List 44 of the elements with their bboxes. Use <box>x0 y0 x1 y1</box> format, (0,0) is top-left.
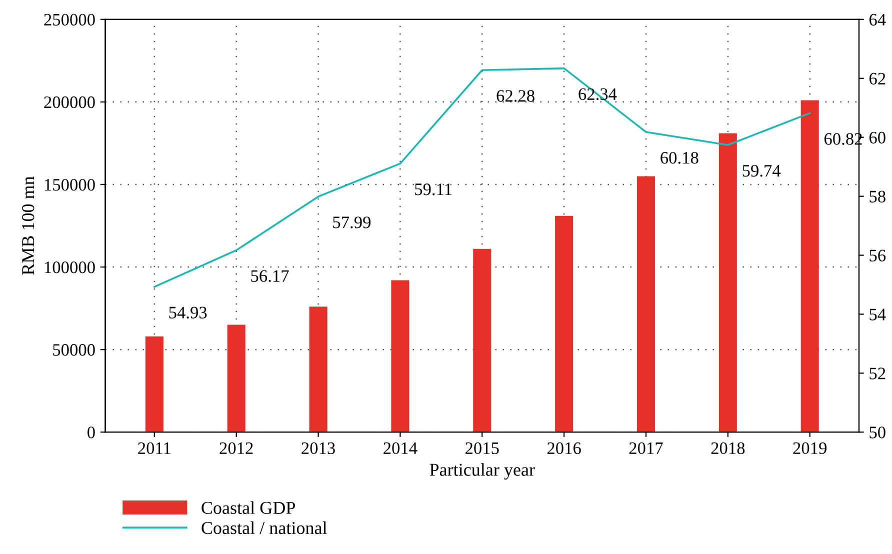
x-tick-label: 2012 <box>220 442 253 454</box>
bar <box>309 306 328 432</box>
y2-tick-label: 64 <box>869 14 886 26</box>
bar <box>555 216 574 432</box>
bar <box>718 133 737 432</box>
x-tick-label: 2013 <box>302 442 335 454</box>
bar <box>636 176 655 432</box>
x-tick-label: 2019 <box>793 442 826 454</box>
y-tick-label: 50000 <box>53 344 95 356</box>
x-tick-label: 2017 <box>629 442 663 454</box>
y-axis-title: RMB 100 mn <box>22 176 34 275</box>
data-label: 62.28 <box>496 90 534 102</box>
x-tick-label: 2011 <box>138 442 170 454</box>
bar <box>473 248 492 432</box>
y-tick-label: 150000 <box>44 178 95 191</box>
x-tick-label: 2018 <box>711 442 745 454</box>
data-label: 59.11 <box>415 184 452 196</box>
bar <box>227 324 246 432</box>
x-axis-title: Particular year <box>430 463 535 480</box>
data-label: 56.17 <box>251 270 289 282</box>
line-series <box>154 67 811 288</box>
y-tick-label: 0 <box>88 426 95 438</box>
y-tick-label: 200000 <box>44 96 95 108</box>
y2-tick-label: 54 <box>870 308 886 320</box>
legend-label: Coastal / national <box>202 521 327 534</box>
y2-tick-label: 50 <box>870 426 886 438</box>
bar <box>391 280 410 432</box>
x-tick-label: 2016 <box>547 442 581 454</box>
y2-tick-label: 58 <box>870 190 886 202</box>
y2-tick-label: 56 <box>870 250 886 262</box>
y2-tick-label: 52 <box>870 368 886 380</box>
x-tick-label: 2015 <box>466 442 499 454</box>
y-tick-label: 250000 <box>44 14 95 26</box>
data-label: 60.18 <box>660 152 698 164</box>
bar <box>800 100 819 432</box>
legend-label: Coastal GDP <box>202 501 295 514</box>
y2-tick-label: 60 <box>869 132 886 144</box>
data-label: 57.99 <box>333 216 371 228</box>
data-label: 54.93 <box>169 306 207 319</box>
y-tick-label: 100000 <box>44 262 95 274</box>
y2-tick-label: 62 <box>869 72 886 85</box>
x-tick-label: 2014 <box>384 442 418 454</box>
bar <box>145 336 164 432</box>
data-label: 59.74 <box>742 164 781 177</box>
